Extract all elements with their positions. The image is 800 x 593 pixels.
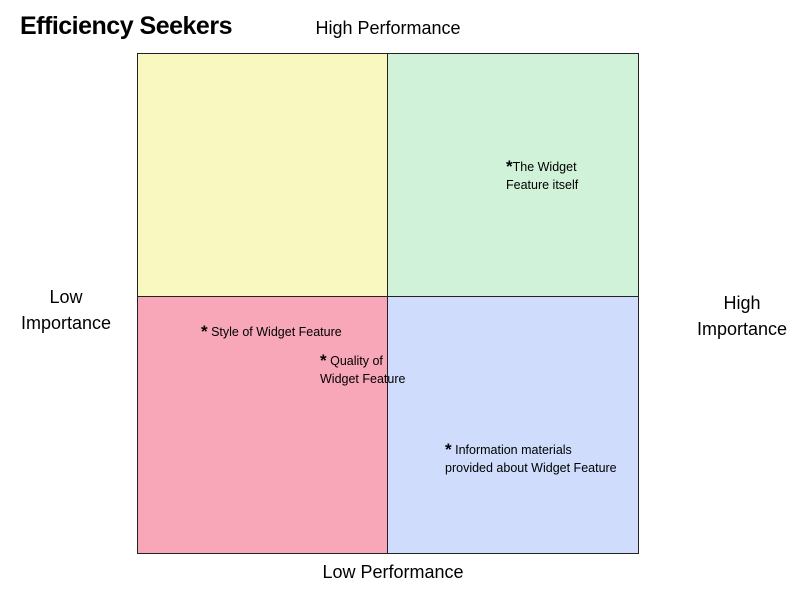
item-widget-feature-itself: *The Widget Feature itself xyxy=(506,158,578,194)
quadrant-bottom-left xyxy=(137,296,388,554)
axis-label-high-performance: High Performance xyxy=(315,18,461,38)
item-label: Feature itself xyxy=(506,178,579,192)
item-label: provided about Widget Feature xyxy=(445,461,617,475)
item-style-of-widget-feature: * Style of Widget Feature xyxy=(201,323,342,341)
quadrant-top-left xyxy=(137,53,388,297)
quadrant-bottom-right xyxy=(387,296,639,554)
axis-label-low-performance: Low Performance xyxy=(322,562,464,582)
axis-label-low-importance: Low Importance xyxy=(8,284,124,336)
item-label: Information materials xyxy=(451,443,572,457)
axis-label-low-importance-line1: Low xyxy=(49,287,83,307)
item-quality-of-widget-feature: * Quality of Widget Feature xyxy=(320,352,405,388)
item-label: Style of Widget Feature xyxy=(207,325,342,339)
asterisk-icon: * xyxy=(201,322,208,341)
asterisk-icon: * xyxy=(445,440,452,459)
axis-label-high-importance-line1: High xyxy=(723,293,761,313)
chart-title: Efficiency Seekers xyxy=(20,12,232,40)
asterisk-icon: * xyxy=(320,351,327,370)
axis-label-high-importance: High Importance xyxy=(684,290,800,342)
axis-label-low-importance-line2: Importance xyxy=(20,313,112,333)
item-label: Widget Feature xyxy=(320,372,406,386)
axis-label-high-importance-line2: Importance xyxy=(696,319,788,339)
item-label: The Widget xyxy=(512,160,577,174)
item-label: Quality of xyxy=(326,354,383,368)
item-information-materials: * Information materials provided about W… xyxy=(445,441,617,477)
asterisk-icon: * xyxy=(506,157,513,176)
quadrant-top-right xyxy=(387,53,639,297)
